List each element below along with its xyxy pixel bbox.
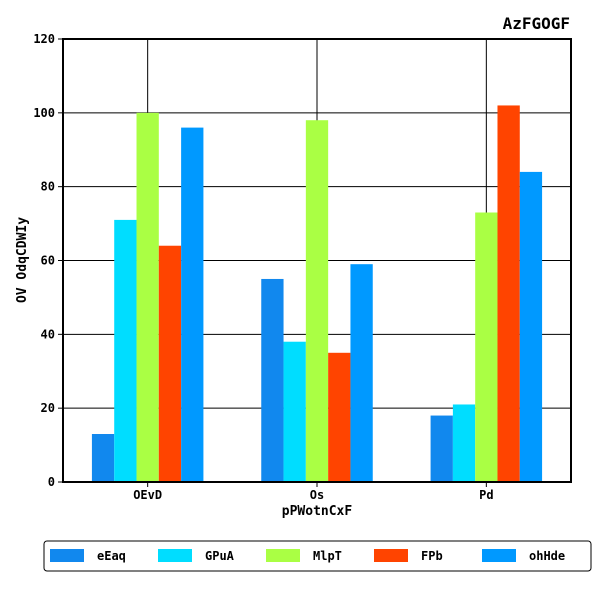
y-axis-ticks: 0 20 40 60 80 100 120 <box>33 32 63 489</box>
legend-label-GPuA: GPuA <box>205 549 235 563</box>
bar-GPuA-Os <box>283 341 306 482</box>
legend-label-eEaq: eEaq <box>97 549 126 563</box>
bar-GPuA-Pd <box>452 404 476 482</box>
y-tick-label: 80 <box>41 180 55 194</box>
bar-MlpT-OEvD <box>136 112 159 482</box>
bar-eEaq-Pd <box>430 415 453 482</box>
legend-swatch-GPuA <box>158 549 192 562</box>
y-tick-label: 100 <box>33 106 55 120</box>
legend-label-FPb: FPb <box>421 549 443 563</box>
bar-eEaq-OEvD <box>91 434 115 482</box>
legend-swatch-FPb <box>374 549 408 562</box>
y-tick-label: 60 <box>41 254 55 268</box>
y-tick-label: 120 <box>33 32 55 46</box>
legend-swatch-ohHde <box>482 549 516 562</box>
x-tick-label: OEvD <box>133 488 162 502</box>
legend-frame <box>43 540 592 572</box>
bar-GPuA-OEvD <box>114 219 137 482</box>
bar-FPb-Pd <box>497 105 520 482</box>
bars <box>91 105 543 482</box>
legend-label-MlpT: MlpT <box>313 549 342 563</box>
bar-ohHde-Os <box>350 264 373 482</box>
y-tick-label: 40 <box>41 327 55 341</box>
legend-swatch-MlpT <box>266 549 300 562</box>
bar-ohHde-Pd <box>519 171 543 482</box>
x-axis-title: pPWotnCxF <box>282 504 353 519</box>
chart-title: AzFGOGF <box>503 14 570 33</box>
bar-eEaq-Os <box>261 278 284 482</box>
legend: eEaq GPuA MlpT FPb ohHde <box>43 540 592 572</box>
legend-label-ohHde: ohHde <box>529 549 565 563</box>
bar-MlpT-Pd <box>475 212 498 482</box>
legend-swatch-eEaq <box>50 549 84 562</box>
y-axis-title: OV OdqCDWIy <box>15 217 30 303</box>
bar-FPb-OEvD <box>158 245 182 482</box>
x-tick-label: Pd <box>479 488 493 502</box>
bar-ohHde-OEvD <box>181 127 204 482</box>
bar-MlpT-Os <box>305 120 329 482</box>
y-tick-label: 0 <box>48 475 55 489</box>
bar-FPb-Os <box>328 352 351 482</box>
y-tick-label: 20 <box>41 401 55 415</box>
x-axis-ticks: OEvD Os Pd <box>133 482 494 502</box>
x-tick-label: Os <box>310 488 324 502</box>
